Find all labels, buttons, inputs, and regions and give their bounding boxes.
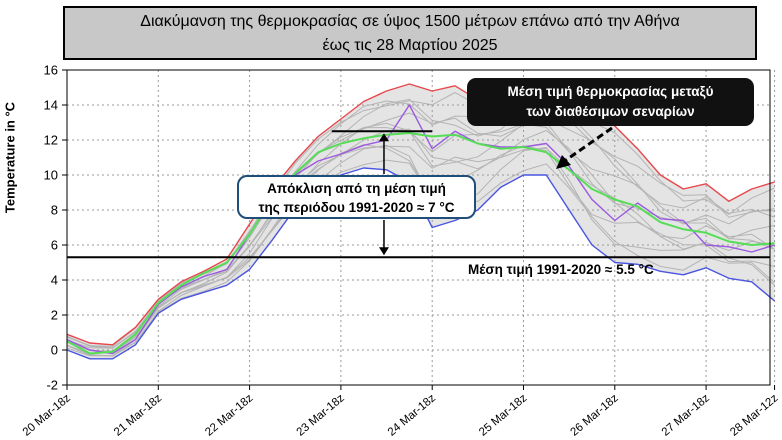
x-tick-label: 24 Mar-18z	[386, 392, 438, 439]
y-tick-label: 12	[44, 133, 58, 148]
ensemble-mean-annotation-box: Μέση τιμή θερμοκρασίας μεταξύ των διαθέσ…	[467, 78, 754, 126]
y-tick-label: 2	[51, 308, 58, 323]
chart-title-line-1: Διακύμανση της θερμοκρασίας σε ύψος 1500…	[140, 13, 680, 30]
ensemble-member-line	[66, 112, 775, 349]
y-tick-label: 6	[51, 238, 58, 253]
deviation-arrow-up-head	[378, 133, 389, 142]
y-tick-label: 4	[51, 273, 58, 288]
ensemble-spread-fill	[67, 84, 775, 359]
y-tick-label: 0	[51, 343, 58, 358]
x-tick-label: 20 Mar-18z	[21, 392, 73, 439]
x-tick-label: 27 Mar-18z	[660, 392, 712, 439]
chart-title-box: Διακύμανση της θερμοκρασίας σε ύψος 1500…	[63, 6, 757, 60]
y-tick-label: 10	[44, 168, 58, 183]
ensemble-member-line	[66, 91, 775, 347]
chart-axes	[62, 69, 776, 390]
ensemble-mean-annotation-line-2: των διαθέσιμων σεναρίων	[526, 104, 695, 119]
ensemble-member-line	[66, 123, 775, 352]
control-run-line	[66, 104, 775, 355]
deviation-arrow-down-head	[378, 247, 389, 256]
y-axis-tick-labels: -2 0 2 4 6 8 10 12 14 16	[44, 63, 58, 393]
y-tick-label: 8	[51, 203, 58, 218]
ensemble-member-line	[66, 128, 775, 353]
chart-annotation-marks	[67, 126, 770, 259]
y-tick-label: 16	[44, 63, 58, 78]
x-tick-label: 23 Mar-18z	[295, 392, 347, 439]
deviation-annotation-line-2: της περιόδου 1991-2020 ≈ 7 °C	[258, 200, 455, 215]
y-tick-label: 14	[44, 98, 58, 113]
deviation-annotation-line-1: Απόκλιση από τη μέση τιμή	[267, 181, 446, 196]
y-tick-label: -2	[46, 378, 58, 393]
ensemble-spread-area	[67, 84, 775, 359]
climatology-annotation: Μέση τιμή 1991-2020 ≈ 5.5 °C	[468, 262, 654, 277]
deviation-annotation-box: Απόκλιση από τη μέση τιμή της περιόδου 1…	[237, 175, 476, 219]
x-tick-label: 28 Mar-12z	[728, 392, 780, 439]
ensemble-mean-arrow-shaft	[565, 126, 613, 162]
max-envelope-line	[66, 83, 775, 346]
ensemble-mean-line	[66, 132, 775, 355]
x-axis-tick-labels: 20 Mar-18z 21 Mar-18z 22 Mar-18z 23 Mar-18z…	[21, 392, 781, 439]
plot-frame	[66, 69, 771, 386]
x-tick-label: 22 Mar-18z	[203, 392, 255, 439]
ensemble-mean-annotation-line-1: Μέση τιμή θερμοκρασίας μεταξύ	[507, 84, 714, 99]
ensemble-mean-arrow-head	[556, 155, 571, 169]
x-tick-label: 21 Mar-18z	[112, 392, 164, 439]
chart-title-line-2: έως τις 28 Μαρτίου 2025	[322, 37, 498, 54]
y-axis-label: Temperature in °C	[2, 101, 18, 214]
x-tick-label: 25 Mar-18z	[477, 392, 529, 439]
x-tick-label: 26 Mar-18z	[568, 392, 620, 439]
